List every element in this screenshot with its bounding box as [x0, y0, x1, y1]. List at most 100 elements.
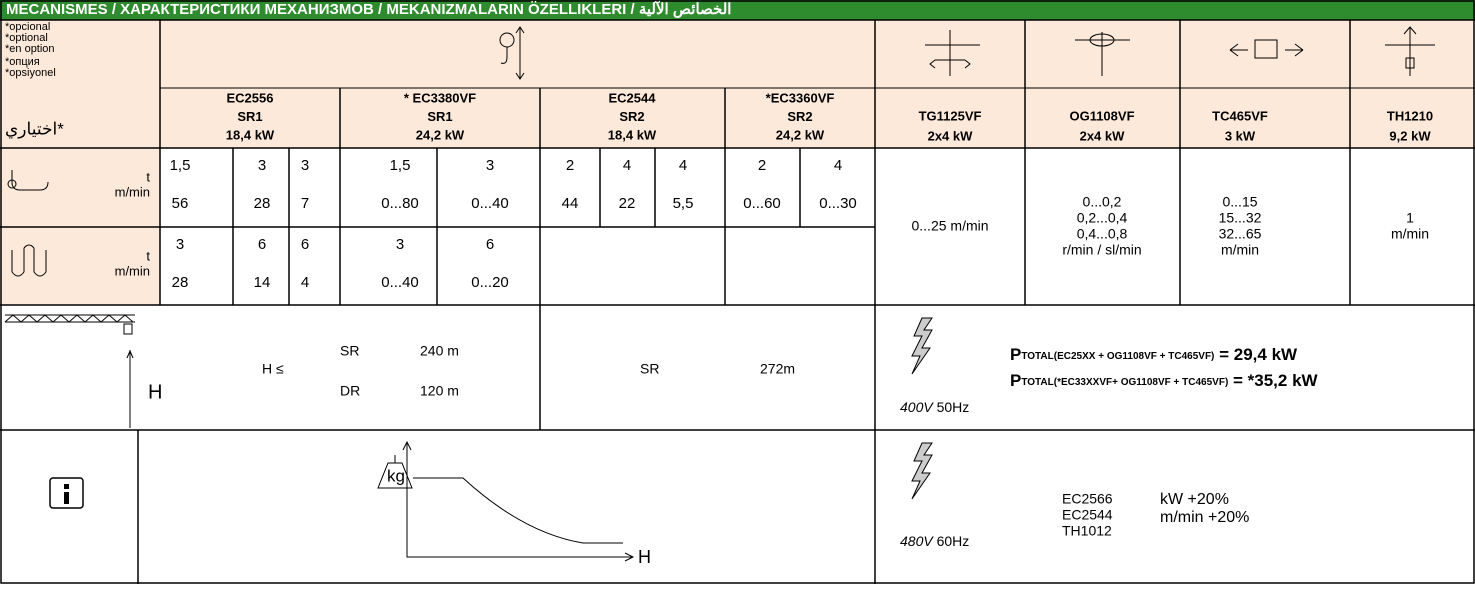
p-sub: TOTAL(EC25XX + OG1108VF + TC465VF) — [1021, 351, 1214, 362]
unit-t: t — [146, 248, 150, 263]
power-total: PTOTAL(*EC33XXVF+ OG1108VF + TC465VF) = … — [1010, 371, 1319, 390]
motor-speed: m/min — [1221, 242, 1259, 258]
info-increase: kW +20% — [1160, 491, 1229, 508]
sr2: SR — [640, 361, 659, 377]
hoist-model: EC2544 — [609, 90, 657, 105]
load: 3 — [486, 157, 494, 174]
hoist-power: 24,2 kW — [776, 127, 825, 142]
v400: 400V — [900, 399, 934, 415]
voltage-400: 400V 50Hz — [900, 399, 969, 415]
f50: 50Hz — [937, 399, 970, 415]
load: 3 — [258, 157, 266, 174]
hoist-model: * EC3380VF — [404, 90, 476, 105]
motor-model: TC465VF — [1212, 108, 1268, 123]
p: P — [1010, 345, 1021, 364]
load: 2 — [758, 157, 766, 174]
voltage-480: 480V 60Hz — [900, 533, 969, 549]
lightning-icon — [912, 318, 932, 374]
load: 6 — [486, 236, 494, 253]
p: P — [1010, 371, 1021, 390]
speed: 0...20 — [471, 274, 509, 291]
load: 2 — [566, 157, 574, 174]
motor-speed: 0...0,2 — [1083, 194, 1122, 210]
speed: 22 — [619, 195, 636, 212]
optional-note: *opsiyonel — [5, 67, 56, 79]
speed: 0...40 — [381, 274, 419, 291]
sr2-value: 272m — [760, 361, 795, 377]
power-total: PTOTAL(EC25XX + OG1108VF + TC465VF) = 29… — [1010, 345, 1298, 364]
speed: 0...30 — [819, 195, 857, 212]
h-condition: H ≤ — [262, 361, 284, 377]
hoist-power: 24,2 kW — [416, 127, 465, 142]
motor-power: 3 kW — [1225, 128, 1256, 143]
motor-power: 9,2 kW — [1389, 128, 1431, 143]
motor-model: OG1108VF — [1069, 108, 1134, 123]
info-model: EC2544 — [1062, 507, 1113, 523]
motor-speed: 15...32 — [1219, 210, 1262, 226]
grid — [0, 1, 1475, 584]
motor-power: 2x4 kW — [1080, 128, 1126, 143]
hoist-power: 18,4 kW — [608, 127, 657, 142]
info-increase: m/min +20% — [1160, 509, 1249, 526]
optional-note: *en option — [5, 43, 55, 55]
dr-value: 120 m — [420, 383, 459, 399]
unit-t: t — [146, 169, 150, 184]
hoist-model: *EC3360VF — [766, 90, 835, 105]
motor-model: TH1210 — [1387, 108, 1433, 123]
info-icon — [50, 478, 83, 508]
f60: 60Hz — [937, 533, 970, 549]
speed: 14 — [254, 274, 271, 291]
p-value: = 29,4 kW — [1214, 345, 1298, 364]
hoist-reeving: SR1 — [237, 109, 262, 124]
speed: 28 — [254, 195, 271, 212]
v480: 480V — [900, 533, 934, 549]
motor-speed: 0,4...0,8 — [1077, 226, 1128, 242]
load: 3 — [301, 157, 309, 174]
sr1-value: 240 m — [420, 343, 459, 359]
speed: 0...40 — [471, 195, 509, 212]
unit-speed: m/min — [115, 263, 150, 278]
p-sub: TOTAL(*EC33XXVF+ OG1108VF + TC465VF) — [1021, 377, 1228, 388]
speed: 56 — [172, 195, 189, 212]
speed: 0...80 — [381, 195, 419, 212]
h-axis: H — [148, 381, 162, 403]
motor-speed: 0,2...0,4 — [1077, 210, 1128, 226]
load: 3 — [176, 236, 184, 253]
info-model: TH1012 — [1062, 523, 1112, 539]
jib-icon — [5, 315, 135, 428]
motor-power: 2x4 kW — [928, 128, 974, 143]
unit-speed: m/min — [115, 184, 150, 199]
dr: DR — [340, 383, 360, 399]
load: 4 — [834, 157, 842, 174]
hoist-reeving: SR2 — [787, 109, 812, 124]
motor-speed: m/min — [1391, 226, 1429, 242]
info-h: H — [638, 547, 651, 567]
speed: 0...60 — [743, 195, 781, 212]
info-model: EC2566 — [1062, 491, 1113, 507]
speed: 7 — [301, 195, 309, 212]
speed: 5,5 — [673, 195, 694, 212]
load-curve — [378, 442, 633, 561]
optional-note: اختياري* — [5, 119, 64, 139]
title: MECANISMES / ХАРАКТЕРИСТИКИ МЕХАНИЗМОВ /… — [6, 0, 731, 18]
hoist-reeving: SR2 — [619, 109, 644, 124]
motor-speed: r/min / sl/min — [1062, 242, 1141, 258]
motor-model: TG1125VF — [919, 108, 982, 123]
load: 1,5 — [170, 157, 191, 174]
load: 6 — [258, 236, 266, 253]
motor-speed: 0...25 m/min — [911, 218, 988, 234]
load: 1,5 — [390, 157, 411, 174]
kg: kg — [387, 466, 405, 485]
load: 4 — [623, 157, 631, 174]
speed: 4 — [301, 274, 309, 291]
hoist-power: 18,4 kW — [226, 127, 275, 142]
lightning-icon-2 — [912, 443, 932, 499]
p-value: = *35,2 kW — [1228, 371, 1318, 390]
load: 4 — [679, 157, 687, 174]
sr1: SR — [340, 343, 359, 359]
load: 6 — [301, 236, 309, 253]
motor-speed: 0...15 — [1222, 194, 1257, 210]
load: 3 — [396, 236, 404, 253]
motor-speed: 1 — [1406, 210, 1414, 226]
motor-speed: 32...65 — [1219, 226, 1262, 242]
